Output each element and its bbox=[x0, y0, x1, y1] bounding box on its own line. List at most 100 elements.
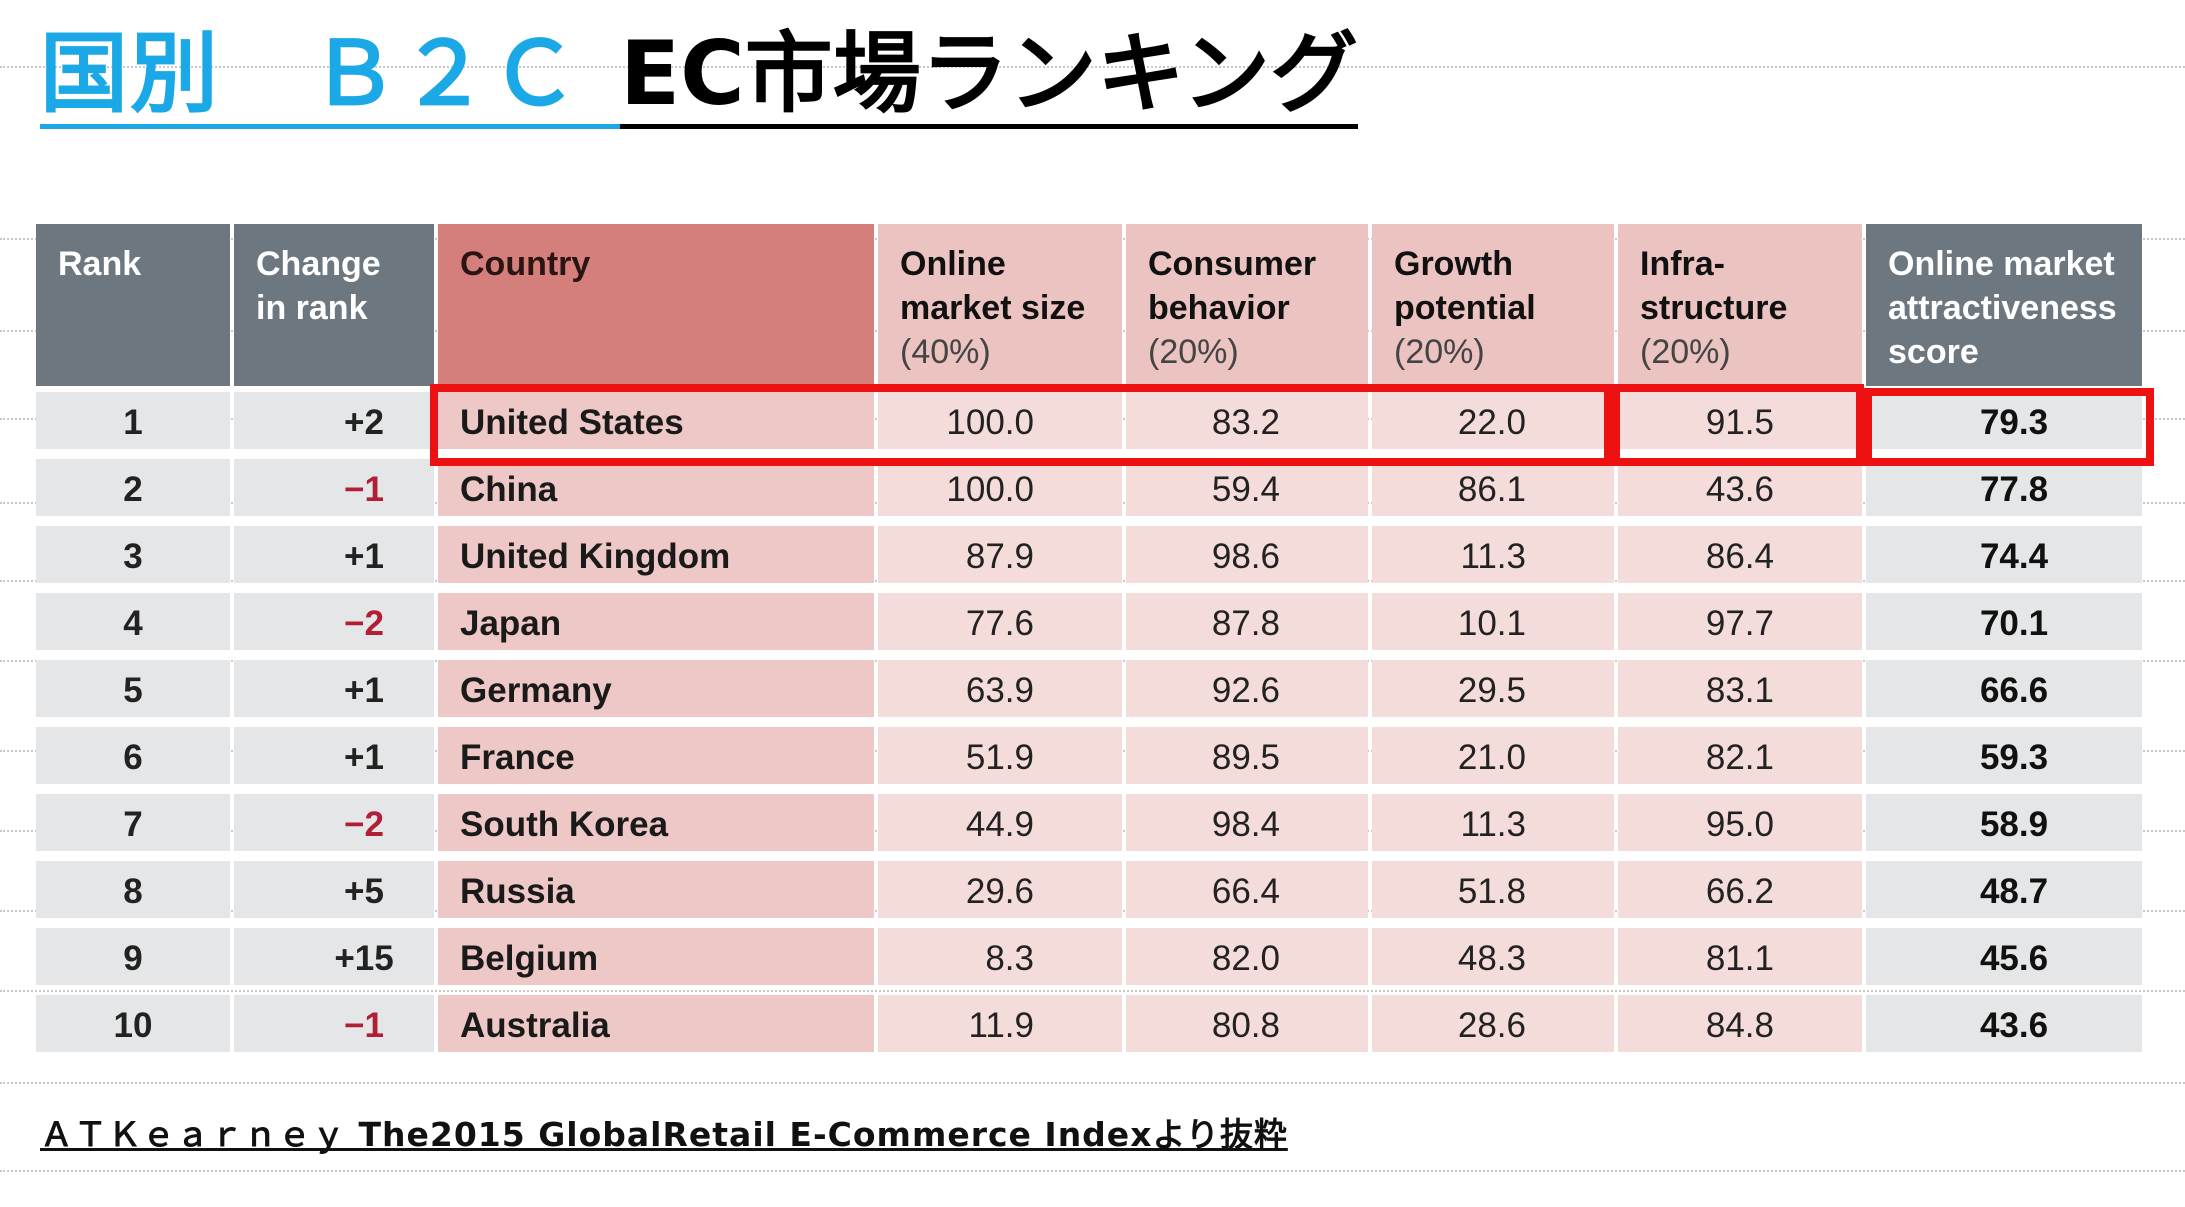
table-column: Change in rank +2 −1 +1 −2 +1 +1 −2 +5 +15 −1 bbox=[234, 224, 434, 1070]
grid-line bbox=[0, 1082, 2185, 1084]
highlight-box-us-row bbox=[430, 384, 1612, 466]
header-label: Online market attractiveness score bbox=[1888, 245, 2117, 371]
market-size-cell: 77.6 bbox=[878, 593, 1122, 655]
header-label: Online market size bbox=[900, 245, 1086, 327]
title-accent-text: 国別 Ｂ２Ｃ bbox=[40, 24, 621, 129]
table-column: Country United States China United Kingdom J… bbox=[438, 224, 874, 1070]
header-country: Country bbox=[438, 224, 874, 386]
infra-cell: 95.0 bbox=[1618, 794, 1862, 856]
rank-cell: 10 bbox=[36, 995, 230, 1057]
table-column: Infra-structure (20%) 91.5 43.6 86.4 97.7 83.1… bbox=[1618, 224, 1862, 1070]
header-weight: (40%) bbox=[900, 333, 991, 371]
rank-cell: 2 bbox=[36, 459, 230, 521]
infra-cell: 97.7 bbox=[1618, 593, 1862, 655]
grid-line bbox=[0, 1170, 2185, 1172]
growth-cell: 22.0 bbox=[1372, 392, 1614, 454]
infra-cell: 43.6 bbox=[1618, 459, 1862, 521]
header-score: Online market attractiveness score bbox=[1866, 224, 2142, 386]
score-cell: 66.6 bbox=[1866, 660, 2142, 722]
grid-line bbox=[0, 990, 2185, 992]
consumer-cell: 98.4 bbox=[1126, 794, 1368, 856]
country-cell: Belgium bbox=[438, 928, 874, 990]
infra-cell: 83.1 bbox=[1618, 660, 1862, 722]
rank-cell: 9 bbox=[36, 928, 230, 990]
header-label: Infra-structure bbox=[1640, 245, 1788, 327]
score-cell: 45.6 bbox=[1866, 928, 2142, 990]
country-cell: France bbox=[438, 727, 874, 789]
change-cell: +1 bbox=[234, 526, 434, 588]
infra-cell: 86.4 bbox=[1618, 526, 1862, 588]
change-cell: −1 bbox=[234, 459, 434, 521]
consumer-cell: 98.6 bbox=[1126, 526, 1368, 588]
growth-cell: 86.1 bbox=[1372, 459, 1614, 521]
consumer-cell: 89.5 bbox=[1126, 727, 1368, 789]
consumer-cell: 82.0 bbox=[1126, 928, 1368, 990]
header-consumer: Consumer behavior (20%) bbox=[1126, 224, 1368, 386]
header-weight: (20%) bbox=[1640, 333, 1731, 371]
header-infra: Infra-structure (20%) bbox=[1618, 224, 1862, 386]
change-cell: +2 bbox=[234, 392, 434, 454]
rank-cell: 7 bbox=[36, 794, 230, 856]
growth-cell: 48.3 bbox=[1372, 928, 1614, 990]
header-weight: (20%) bbox=[1394, 333, 1485, 371]
change-cell: +5 bbox=[234, 861, 434, 923]
market-size-cell: 87.9 bbox=[878, 526, 1122, 588]
country-cell: Australia bbox=[438, 995, 874, 1057]
table-column: Online market size (40%) 100.0 100.0 87.9 77.… bbox=[878, 224, 1122, 1070]
score-cell: 58.9 bbox=[1866, 794, 2142, 856]
rank-cell: 4 bbox=[36, 593, 230, 655]
header-label: Country bbox=[460, 245, 591, 283]
rank-cell: 6 bbox=[36, 727, 230, 789]
country-cell: South Korea bbox=[438, 794, 874, 856]
rank-cell: 8 bbox=[36, 861, 230, 923]
growth-cell: 21.0 bbox=[1372, 727, 1614, 789]
infra-cell: 82.1 bbox=[1618, 727, 1862, 789]
header-weight: (20%) bbox=[1148, 333, 1239, 371]
market-size-cell: 100.0 bbox=[878, 459, 1122, 521]
rank-cell: 3 bbox=[36, 526, 230, 588]
change-cell: +15 bbox=[234, 928, 434, 990]
infra-cell: 81.1 bbox=[1618, 928, 1862, 990]
consumer-cell: 87.8 bbox=[1126, 593, 1368, 655]
market-size-cell: 100.0 bbox=[878, 392, 1122, 454]
header-label: Rank bbox=[58, 245, 142, 283]
slide-title: 国別 Ｂ２Ｃ EC市場ランキング bbox=[40, 24, 1359, 134]
change-cell: +1 bbox=[234, 660, 434, 722]
growth-cell: 29.5 bbox=[1372, 660, 1614, 722]
consumer-cell: 92.6 bbox=[1126, 660, 1368, 722]
score-cell: 48.7 bbox=[1866, 861, 2142, 923]
growth-cell: 51.8 bbox=[1372, 861, 1614, 923]
title-main-text: EC市場ランキング bbox=[620, 24, 1359, 129]
growth-cell: 28.6 bbox=[1372, 995, 1614, 1057]
header-label: Change in rank bbox=[256, 245, 381, 327]
grid-line bbox=[0, 66, 2185, 68]
header-label: Growth potential bbox=[1394, 245, 1536, 327]
consumer-cell: 59.4 bbox=[1126, 459, 1368, 521]
table-column: Rank 1 2 3 4 5 6 7 8 9 10 bbox=[36, 224, 230, 1070]
ranking-table: Rank 1 2 3 4 5 6 7 8 9 10 Change in rank +2 −1 +1 −2 +1 +… bbox=[36, 224, 2142, 1070]
table-column: Consumer behavior (20%) 83.2 59.4 98.6 87.8 92… bbox=[1126, 224, 1368, 1070]
country-cell: Germany bbox=[438, 660, 874, 722]
market-size-cell: 8.3 bbox=[878, 928, 1122, 990]
change-cell: −2 bbox=[234, 794, 434, 856]
consumer-cell: 66.4 bbox=[1126, 861, 1368, 923]
country-cell: China bbox=[438, 459, 874, 521]
change-cell: −1 bbox=[234, 995, 434, 1057]
score-cell: 59.3 bbox=[1866, 727, 2142, 789]
consumer-cell: 83.2 bbox=[1126, 392, 1368, 454]
country-cell: Japan bbox=[438, 593, 874, 655]
header-change: Change in rank bbox=[234, 224, 434, 386]
change-cell: +1 bbox=[234, 727, 434, 789]
consumer-cell: 80.8 bbox=[1126, 995, 1368, 1057]
infra-cell: 66.2 bbox=[1618, 861, 1862, 923]
table-column: Growth potential (20%) 22.0 86.1 11.3 10.1 29.… bbox=[1372, 224, 1614, 1070]
market-size-cell: 11.9 bbox=[878, 995, 1122, 1057]
score-cell: 77.8 bbox=[1866, 459, 2142, 521]
score-cell: 74.4 bbox=[1866, 526, 2142, 588]
change-cell: −2 bbox=[234, 593, 434, 655]
country-cell: United Kingdom bbox=[438, 526, 874, 588]
market-size-cell: 51.9 bbox=[878, 727, 1122, 789]
growth-cell: 11.3 bbox=[1372, 794, 1614, 856]
highlight-box-infra bbox=[1612, 384, 1864, 466]
growth-cell: 11.3 bbox=[1372, 526, 1614, 588]
